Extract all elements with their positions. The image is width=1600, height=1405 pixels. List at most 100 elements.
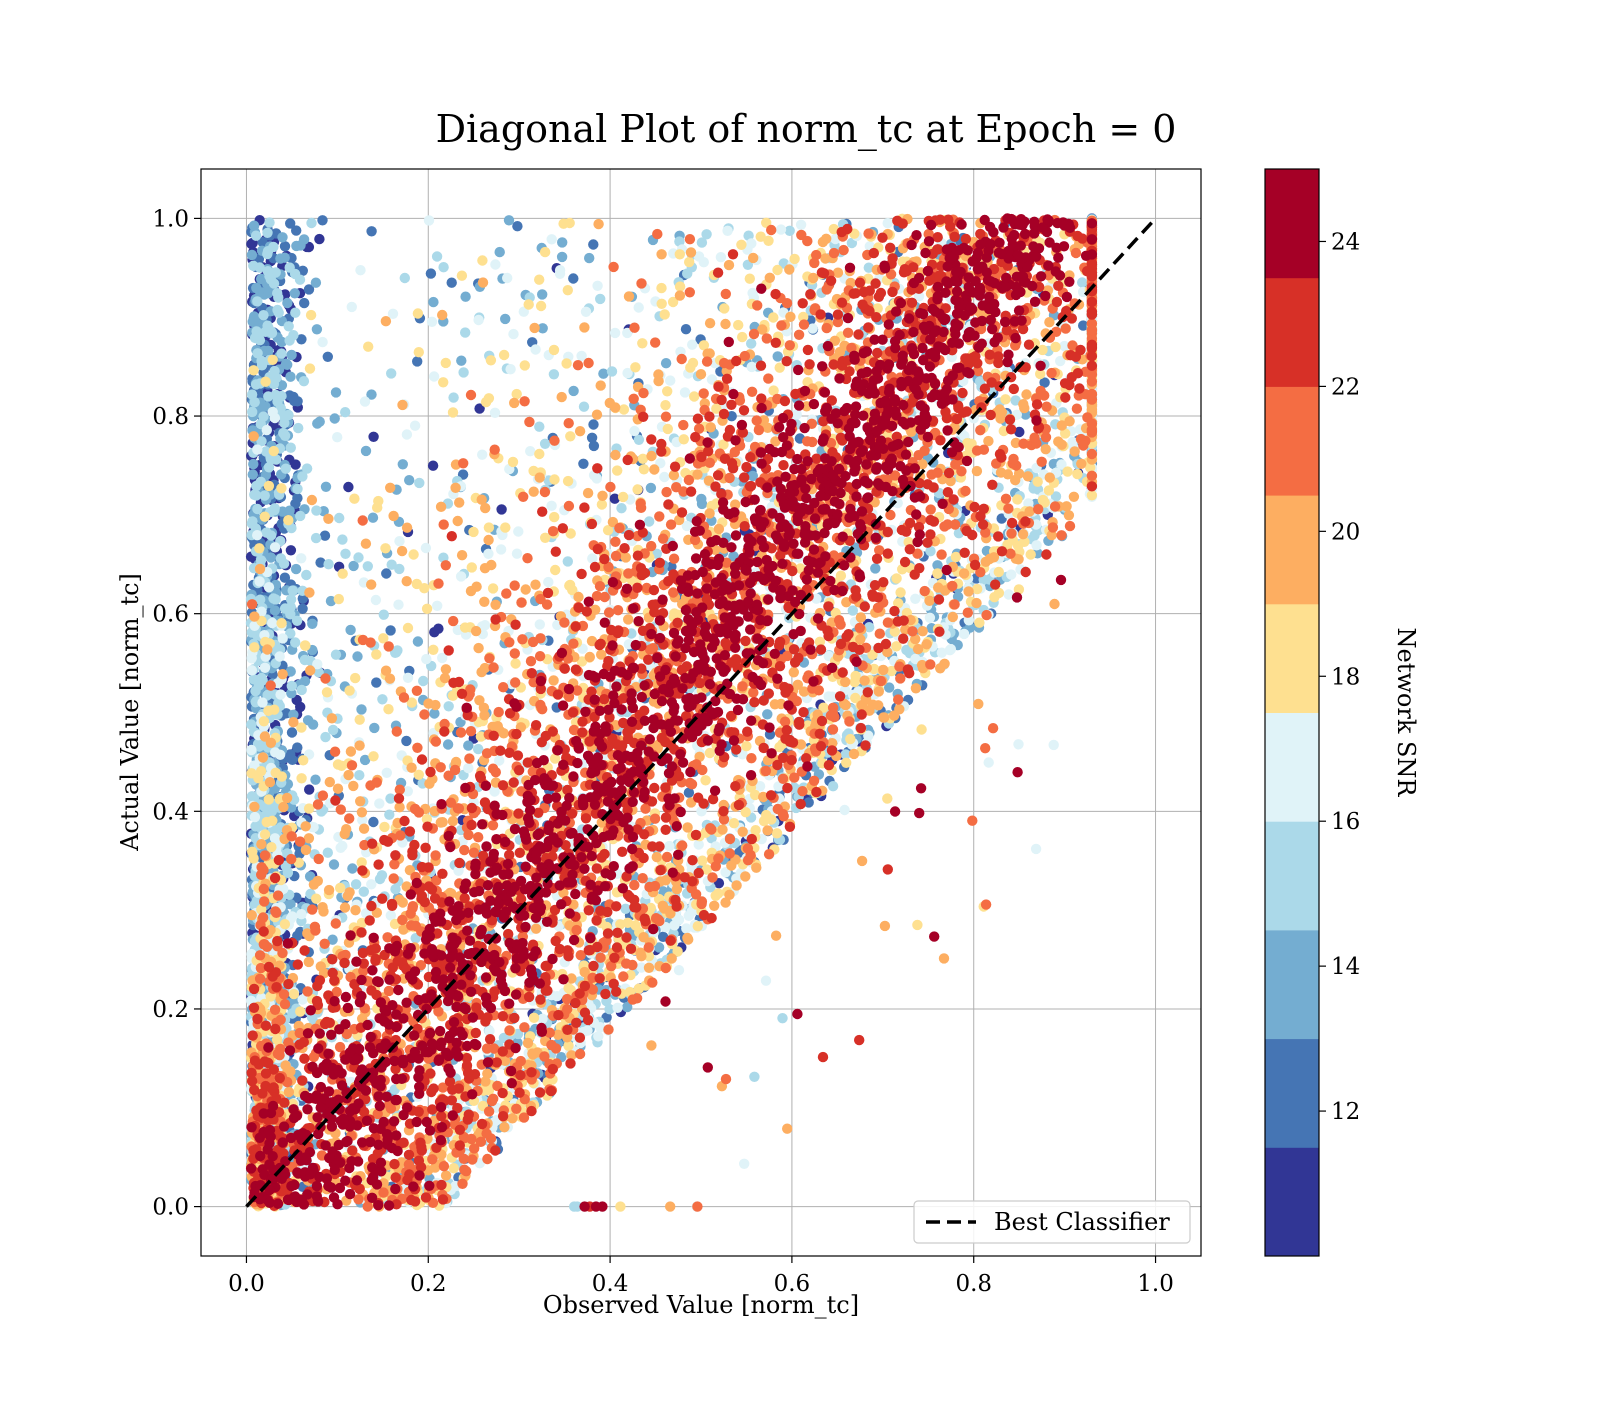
scatter-point <box>891 573 901 583</box>
scatter-point <box>680 387 690 397</box>
scatter-point <box>910 594 920 604</box>
scatter-point <box>513 526 523 536</box>
scatter-point <box>320 732 330 742</box>
scatter-point <box>587 433 597 443</box>
scatter-point <box>247 653 257 663</box>
scatter-point <box>751 863 761 873</box>
scatter-point <box>250 686 260 696</box>
scatter-point <box>263 391 273 401</box>
scatter-point <box>496 544 506 554</box>
scatter-point <box>266 842 276 852</box>
scatter-point <box>281 464 291 474</box>
scatter-point <box>623 918 633 928</box>
scatter-point <box>499 350 509 360</box>
scatter-point <box>363 342 373 352</box>
scatter-point <box>765 273 775 283</box>
scatter-point <box>295 1006 305 1016</box>
scatter-point <box>839 805 849 815</box>
scatter-point <box>607 366 617 376</box>
scatter-point <box>484 522 494 532</box>
scatter-point <box>563 285 573 295</box>
scatter-point <box>1013 739 1023 749</box>
scatter-point <box>657 299 667 309</box>
scatter-point <box>456 356 466 366</box>
scatter-point <box>332 432 342 442</box>
scatter-point <box>722 226 732 236</box>
scatter-point <box>457 550 467 560</box>
scatter-point <box>291 564 301 574</box>
scatter-point <box>1049 740 1059 750</box>
scatter-point <box>398 459 408 469</box>
scatter-point <box>427 317 437 327</box>
scatter-point <box>260 512 270 522</box>
scatter-point <box>268 407 278 417</box>
scatter-point <box>512 221 522 231</box>
scatter-point <box>347 863 357 873</box>
scatter-point <box>772 265 782 275</box>
scatter-point <box>369 723 379 733</box>
scatter-point <box>311 533 321 543</box>
scatter-point <box>304 803 314 813</box>
scatter-point <box>386 368 396 378</box>
scatter-point <box>261 527 271 537</box>
scatter-point <box>290 269 300 279</box>
scatter-point <box>563 476 573 486</box>
scatter-point <box>616 503 626 513</box>
scatter-point <box>483 549 493 559</box>
scatter-point <box>456 571 466 581</box>
scatter-point <box>317 337 327 347</box>
scatter-point <box>578 459 588 469</box>
scatter-point <box>547 234 557 244</box>
scatter-point <box>618 492 628 502</box>
scatter-point <box>413 308 423 318</box>
scatter-point <box>304 784 314 794</box>
scatter-point <box>359 887 369 897</box>
scatter-point <box>306 218 316 228</box>
scatter-point <box>449 1163 459 1173</box>
scatter-point <box>286 350 296 360</box>
scatter-point <box>270 594 280 604</box>
scatter-point <box>402 429 412 439</box>
scatter-point <box>289 396 299 406</box>
scatter-point <box>500 522 510 532</box>
scatter-point <box>750 825 760 835</box>
scatter-point <box>334 594 344 604</box>
scatter-point <box>368 432 378 442</box>
scatter-point <box>1077 277 1087 287</box>
scatter-point <box>278 633 288 643</box>
scatter-point <box>331 387 341 397</box>
scatter-point <box>390 884 400 894</box>
scatter-point <box>665 375 675 385</box>
scatter-point <box>733 320 743 330</box>
scatter-point <box>276 483 286 493</box>
scatter-point <box>520 360 530 370</box>
scatter-point <box>280 241 290 251</box>
scatter-point <box>383 704 393 714</box>
scatter-point <box>644 516 654 526</box>
scatter-point <box>384 810 394 820</box>
scatter-point <box>262 321 272 331</box>
scatter-point <box>263 706 273 716</box>
scatter-point <box>880 921 890 931</box>
scatter-point <box>558 219 568 229</box>
scatter-point <box>1037 345 1047 355</box>
scatter-point <box>537 289 547 299</box>
scatter-point <box>293 423 303 433</box>
scatter-point <box>338 569 348 579</box>
scatter-point <box>305 363 315 373</box>
scatter-point <box>620 904 630 914</box>
scatter-point <box>287 727 297 737</box>
scatter-point <box>352 651 362 661</box>
scatter-point <box>713 888 723 898</box>
scatter-point <box>1031 844 1041 854</box>
scatter-point <box>354 770 364 780</box>
scatter-point <box>347 302 357 312</box>
scatter-point <box>684 257 694 267</box>
scatter-point <box>327 713 337 723</box>
scatter-point <box>260 829 270 839</box>
scatter-point <box>762 709 772 719</box>
scatter-point <box>296 909 306 919</box>
scatter-point <box>575 426 585 436</box>
scatter-point <box>286 594 296 604</box>
scatter-point <box>331 650 341 660</box>
